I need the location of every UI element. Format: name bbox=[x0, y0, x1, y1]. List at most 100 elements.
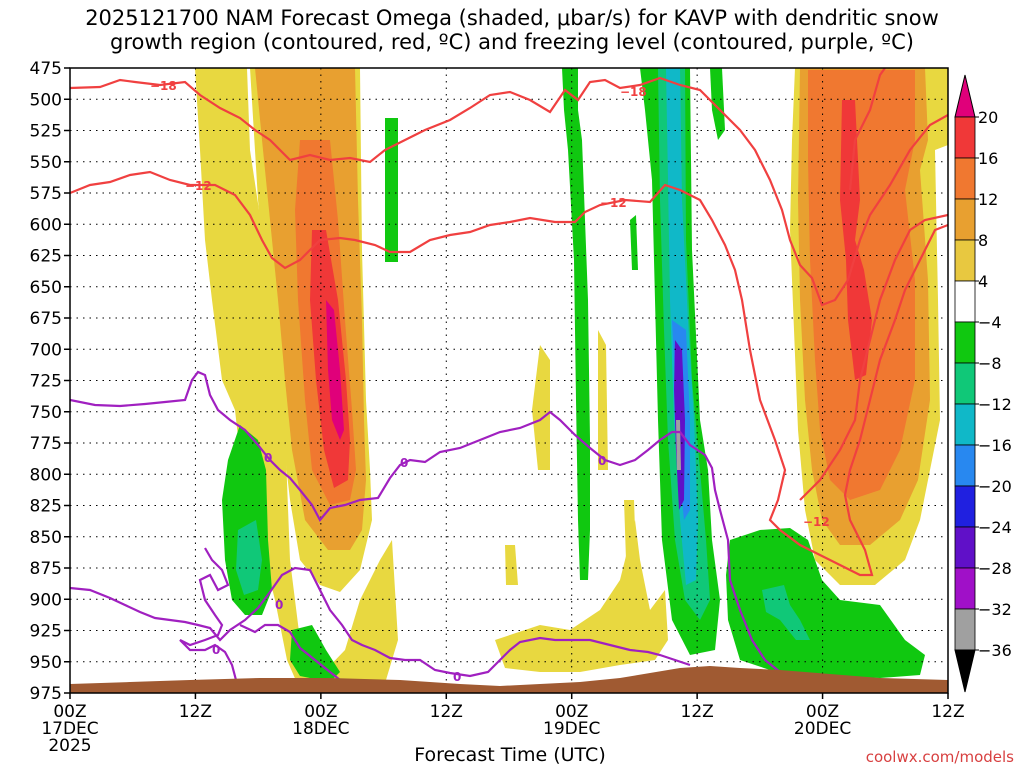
omega-neg8-region-k bbox=[762, 585, 810, 640]
contour-freezing-level bbox=[70, 370, 781, 673]
colorbar-label-3: 8 bbox=[978, 231, 988, 250]
chart-title: 2025121700 NAM Forecast Omega (shaded, μ… bbox=[0, 6, 1024, 54]
colorbar-label-13: −36 bbox=[978, 641, 1012, 660]
y-tick-label-975: 975 bbox=[30, 684, 62, 704]
y-tick-label-875: 875 bbox=[30, 559, 62, 579]
colorbar-label-9: −20 bbox=[978, 477, 1012, 496]
title-line-2: growth region (contoured, red, ºC) and f… bbox=[110, 30, 914, 54]
y-tick-label-900: 900 bbox=[30, 590, 62, 610]
x-axis-title: Forecast Time (UTC) bbox=[414, 744, 606, 766]
x-tick-label-0-0: 00Z bbox=[53, 702, 86, 722]
gridlines bbox=[70, 68, 948, 693]
omega-yellow-region-o bbox=[505, 545, 518, 585]
colorbar-swatch-11 bbox=[954, 567, 976, 610]
colorbar-swatch-3 bbox=[954, 239, 976, 282]
omega-neg8-region-i bbox=[236, 520, 262, 595]
omega-yellow-region-n bbox=[598, 330, 608, 470]
y-tick-label-475: 475 bbox=[30, 59, 62, 79]
plot-area: −18 −18 −12 −12 −12 0 0 0 0 0 0 bbox=[69, 67, 949, 694]
omega-20-region-a bbox=[326, 300, 344, 440]
omega-negative-region-j bbox=[290, 625, 340, 682]
colorbar-label-0: 20 bbox=[978, 108, 998, 127]
colorbar-swatch-7 bbox=[954, 403, 976, 446]
colorbar-label-7: −12 bbox=[978, 395, 1012, 414]
omega-negative-region-k bbox=[726, 528, 925, 678]
colorbar-label-5: −4 bbox=[978, 313, 1002, 332]
y-axis: 475 500 525 550 575 600 625 650 675 700 725 750 775 8… bbox=[30, 59, 70, 704]
contour-labels: −18 −18 −12 −12 −12 0 0 0 0 0 0 bbox=[150, 79, 830, 684]
x-tick-label-60-0: 12Z bbox=[681, 702, 714, 722]
colorbar-swatch-12 bbox=[954, 608, 976, 651]
title-line-1: 2025121700 NAM Forecast Omega (shaded, μ… bbox=[85, 6, 939, 30]
colorbar-bottom-arrow bbox=[954, 649, 976, 693]
y-tick-label-550: 550 bbox=[30, 153, 62, 173]
y-tick-label-600: 600 bbox=[30, 215, 62, 235]
label-zero-a: 0 bbox=[264, 451, 272, 465]
colorbar-swatch-4 bbox=[954, 280, 976, 323]
credit-text: coolwx.com/models bbox=[865, 748, 1014, 766]
x-tick-label-48-1: 19DEC bbox=[543, 719, 600, 739]
omega-shading bbox=[195, 68, 948, 690]
contours bbox=[70, 68, 948, 691]
y-tick-label-825: 825 bbox=[30, 497, 62, 517]
omega-yellow-region-a bbox=[195, 68, 398, 690]
colorbar-swatch-10 bbox=[954, 526, 976, 569]
y-tick-label-625: 625 bbox=[30, 247, 62, 267]
colorbar-label-12: −32 bbox=[978, 600, 1012, 619]
x-tick-label-72-1: 20DEC bbox=[794, 719, 851, 739]
colorbar-top-arrow bbox=[954, 74, 976, 118]
colorbar-label-4: 4 bbox=[978, 272, 988, 291]
colorbar-swatch-8 bbox=[954, 444, 976, 487]
y-tick-label-775: 775 bbox=[30, 434, 62, 454]
y-tick-label-500: 500 bbox=[30, 90, 62, 110]
contour-freezing-level-c bbox=[179, 547, 238, 681]
omega-yellow-region-m bbox=[532, 345, 550, 470]
colorbar-label-6: −8 bbox=[978, 354, 1002, 373]
y-tick-label-800: 800 bbox=[30, 465, 62, 485]
label-minus12-c: −12 bbox=[803, 515, 830, 529]
contour-minus18-top-right bbox=[848, 68, 886, 191]
x-tick-label-12-0: 12Z bbox=[179, 702, 212, 722]
y-tick-label-675: 675 bbox=[30, 309, 62, 329]
label-minus18-b: −18 bbox=[620, 85, 647, 99]
label-minus18-a: −18 bbox=[150, 79, 177, 93]
colorbar-label-10: −24 bbox=[978, 518, 1012, 537]
label-zero-f: 0 bbox=[453, 670, 461, 684]
x-tick-label-0-1: 17DEC bbox=[41, 719, 98, 739]
omega-negative-region-g bbox=[710, 68, 725, 140]
omega-negative-region-f bbox=[385, 118, 398, 262]
omega-yellow-region-l bbox=[495, 520, 668, 672]
omega-16-region-c bbox=[840, 100, 872, 380]
label-zero-b: 0 bbox=[400, 456, 408, 470]
x-tick-label-0-2: 2025 bbox=[48, 736, 91, 756]
x-tick-label-24-1: 18DEC bbox=[292, 719, 349, 739]
colorbar-swatch-2 bbox=[954, 198, 976, 241]
colorbar-label-2: 12 bbox=[978, 190, 998, 209]
y-tick-label-850: 850 bbox=[30, 528, 62, 548]
omega-negative-region-h bbox=[630, 215, 638, 270]
terrain bbox=[70, 666, 948, 693]
contour-freezing-level-d bbox=[239, 623, 346, 691]
colorbar: 20 16 12 8 4 −4 −8 −12 −16 −20 −24 −28 −32 −36 bbox=[954, 74, 1012, 693]
y-tick-label-950: 950 bbox=[30, 653, 62, 673]
colorbar-swatch-6 bbox=[954, 362, 976, 405]
contour-minus18 bbox=[70, 76, 948, 307]
y-tick-label-700: 700 bbox=[30, 340, 62, 360]
x-tick-label-24-0: 00Z bbox=[304, 702, 337, 722]
y-tick-label-575: 575 bbox=[30, 184, 62, 204]
contour-freezing-level-b bbox=[70, 566, 691, 678]
y-tick-label-750: 750 bbox=[30, 403, 62, 423]
colorbar-label-11: −28 bbox=[978, 559, 1012, 578]
label-zero-d: 0 bbox=[275, 598, 283, 612]
label-zero-e: 0 bbox=[212, 643, 220, 657]
contour-minus12 bbox=[70, 170, 948, 577]
x-tick-label-84-0: 12Z bbox=[931, 702, 964, 722]
label-zero-c: 0 bbox=[598, 454, 606, 468]
y-tick-label-650: 650 bbox=[30, 278, 62, 298]
colorbar-swatch-9 bbox=[954, 485, 976, 528]
label-minus12-b: −12 bbox=[600, 196, 627, 210]
x-tick-label-36-0: 12Z bbox=[430, 702, 463, 722]
x-tick-label-48-0: 00Z bbox=[555, 702, 588, 722]
